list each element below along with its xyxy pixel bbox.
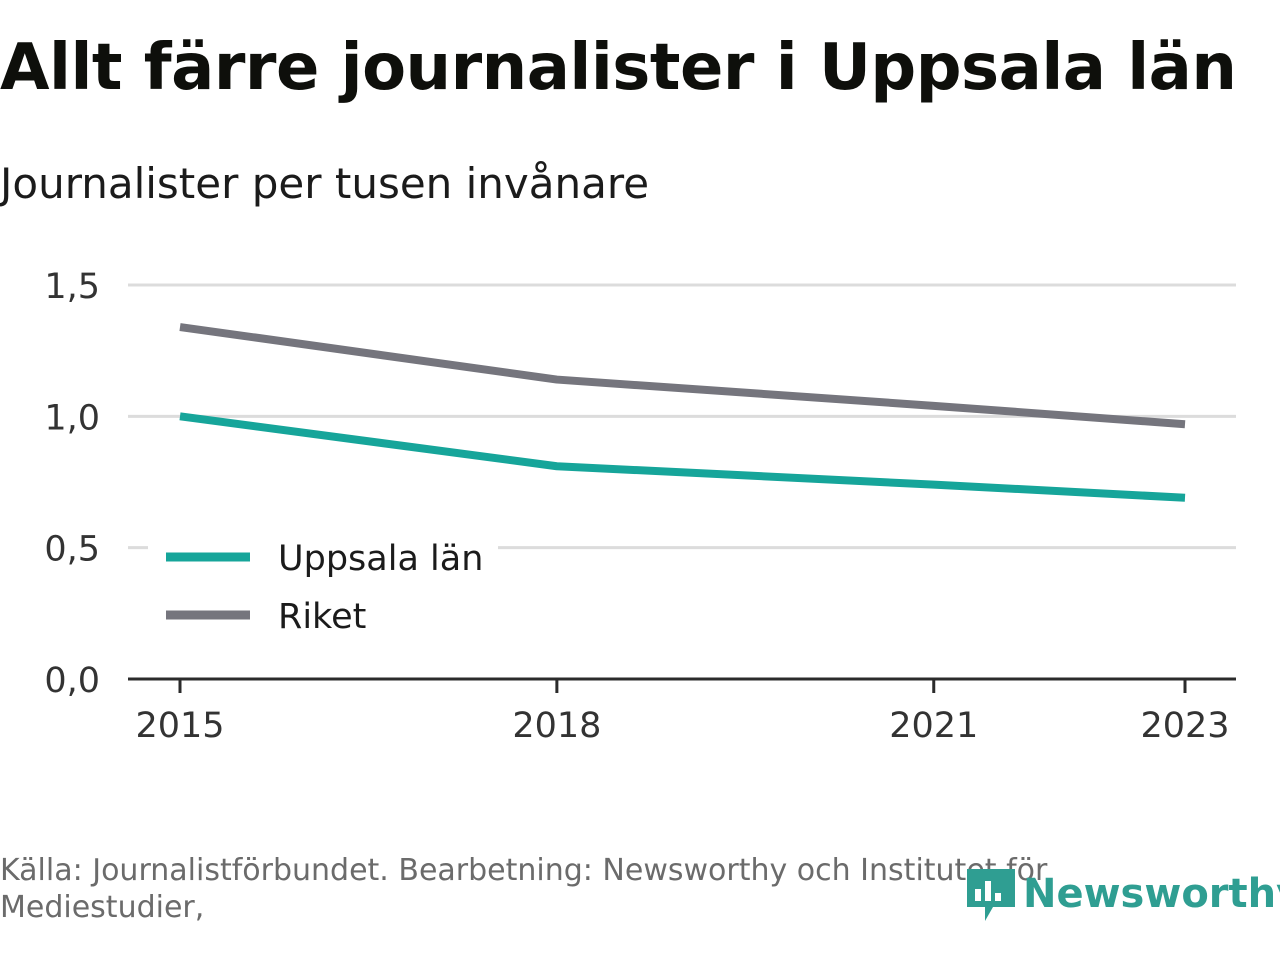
source-note: Källa: Journalistförbundet. Bearbetning:… (0, 853, 1048, 925)
x-axis-ticks: 2015 2018 2021 2023 (135, 679, 1230, 746)
series-line-uppsala-län (179, 412, 1186, 502)
legend: Uppsala län Riket (148, 527, 498, 641)
x-tick-label: 2021 (889, 706, 978, 746)
line-chart: 0,0 0,5 1,0 1,5 2015 2018 2021 2023 Uppsala lä… (44, 267, 1236, 746)
chart-subtitle: Journalister per tusen invånare (0, 159, 650, 208)
chart-title: Allt färre journalister i Uppsala län (0, 31, 1237, 105)
legend-label: Riket (278, 597, 366, 637)
y-tick-label: 0,0 (44, 661, 100, 701)
x-tick-label: 2018 (512, 706, 601, 746)
legend-label: Uppsala län (278, 539, 483, 579)
y-axis-ticks: 0,0 0,5 1,0 1,5 (44, 267, 100, 701)
series-lines (179, 323, 1186, 502)
newsworthy-logo-icon (967, 869, 1015, 921)
y-tick-label: 0,5 (44, 530, 100, 570)
series-line-riket (179, 323, 1186, 429)
y-tick-label: 1,5 (44, 267, 100, 307)
x-tick-label: 2023 (1140, 706, 1229, 746)
x-tick-label: 2015 (135, 706, 224, 746)
logo-text: Newsworthy (1023, 871, 1280, 917)
newsworthy-logo: Newsworthy (965, 862, 1280, 926)
y-tick-label: 1,0 (44, 398, 100, 438)
